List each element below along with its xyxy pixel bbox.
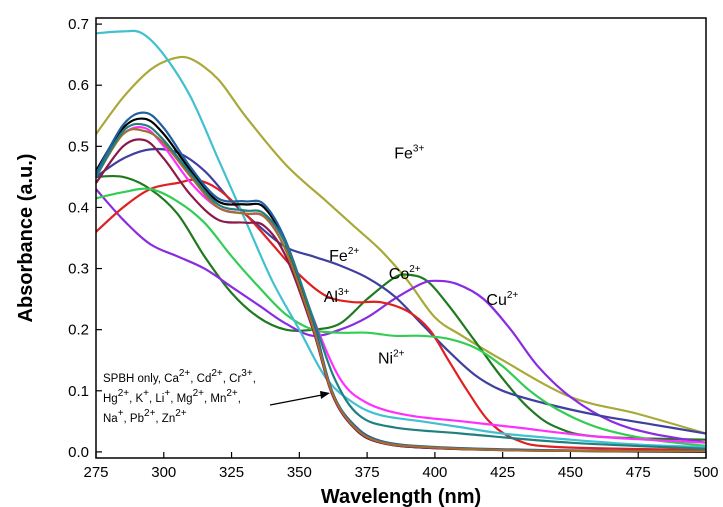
series-line-ref-6	[95, 29, 707, 449]
series-line-cu2	[95, 188, 707, 444]
x-tick-label: 375	[355, 464, 380, 481]
x-axis-ticks: 275 300 325 350 375 400 425 450 475 500	[83, 452, 719, 481]
annotation-label: Ni2+	[378, 348, 405, 367]
y-tick-label: 0.1	[68, 383, 89, 400]
series-line-co2	[95, 174, 707, 441]
series-line-ref-12	[95, 122, 707, 450]
series-line-fe2	[95, 147, 707, 435]
reference-ions-note: SPBH only, Ca2+, Cd2+, Cr3+, Hg2+, K+, Li…	[103, 368, 256, 425]
x-tick-label: 425	[490, 464, 515, 481]
annotation-label: Cu2+	[486, 290, 518, 309]
y-tick-label: 0.7	[68, 16, 89, 33]
y-tick-label: 0.5	[68, 138, 89, 155]
note-line: SPBH only, Ca2+, Cd2+, Cr3+,	[103, 368, 256, 385]
x-tick-label: 350	[287, 464, 312, 481]
y-tick-label: 0.2	[68, 322, 89, 339]
x-tick-label: 400	[422, 464, 447, 481]
series-line-ni2	[95, 187, 707, 447]
curve-annotations: Fe3+ Co2+ Cu2+ Fe2+ Al3+ Ni2+	[324, 144, 519, 368]
y-tick-label: 0.3	[68, 261, 89, 278]
x-tick-label: 300	[151, 464, 176, 481]
annotation-label: Fe3+	[394, 144, 424, 163]
y-tick-label: 0.0	[68, 444, 89, 461]
y-axis-ticks: 0.0 0.1 0.2 0.3 0.4 0.5 0.6 0.7	[68, 16, 102, 461]
x-tick-label: 325	[219, 464, 244, 481]
series-line-ref-11	[95, 128, 707, 453]
annotation-label: Fe2+	[329, 246, 359, 265]
series-line-fe3	[95, 55, 707, 435]
spectra-curves	[95, 29, 707, 453]
note-arrow	[269, 391, 330, 406]
y-axis-title: Absorbance (a.u.)	[15, 154, 37, 323]
x-axis-title: Wavelength (nm)	[321, 486, 481, 507]
annotation-label: Co2+	[389, 264, 421, 283]
x-tick-label: 475	[626, 464, 651, 481]
note-line: Na+, Pb2+, Zn2+	[103, 408, 187, 425]
note-line: Hg2+, K+, Li+, Mg2+, Mn2+,	[103, 388, 241, 405]
x-tick-label: 500	[693, 464, 718, 481]
y-tick-label: 0.4	[68, 199, 89, 216]
annotation-label: Al3+	[324, 287, 350, 306]
plot-frame	[95, 17, 707, 459]
x-tick-label: 450	[558, 464, 583, 481]
x-tick-label: 275	[83, 464, 108, 481]
y-tick-label: 0.6	[68, 77, 89, 94]
